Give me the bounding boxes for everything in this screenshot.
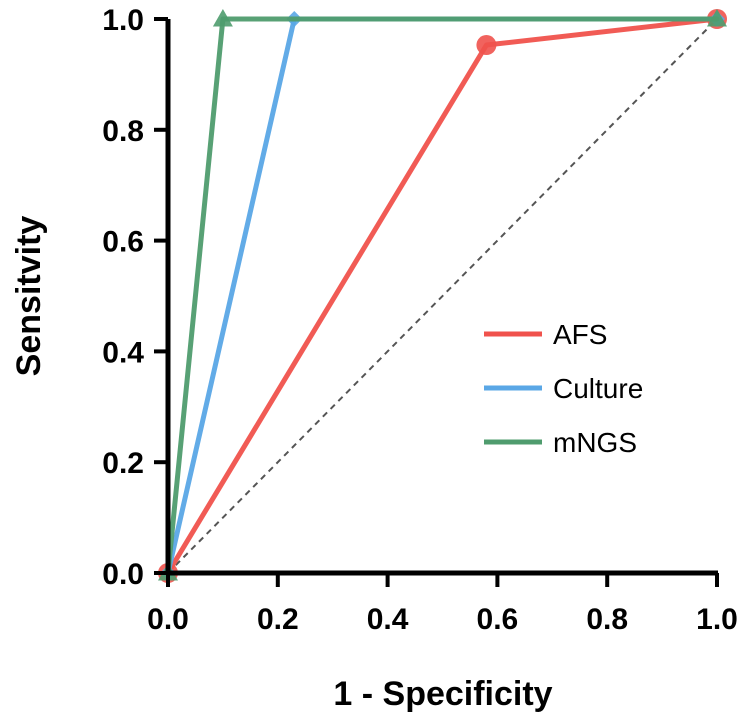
x-tick-label-1: 0.2 [257,603,299,636]
legend-label-afs: AFS [553,319,607,350]
y-tick-label-0: 0.0 [102,558,144,591]
y-tick-label-5: 1.0 [102,4,144,37]
y-tick-label-1: 0.2 [102,447,144,480]
reference-diagonal-line [167,18,718,574]
series-layer [158,9,727,583]
axes-layer [165,19,718,576]
x-tick-label-4: 0.8 [586,603,628,636]
y-axis-title: Sensitvity [10,216,48,377]
y-tick-label-4: 0.8 [102,115,144,148]
marker-afs-1 [476,35,497,56]
reference-line-layer [167,18,718,574]
y-tick-label-2: 0.4 [102,336,144,369]
y-tick-label-3: 0.6 [102,226,144,259]
legend-label-culture: Culture [553,373,643,404]
x-tick-label-5: 1.0 [696,603,738,636]
tick-layer: 0.0 0.2 0.4 0.6 0.8 1.0 0.0 0.2 0.4 0.6 0.8 1.0 [102,4,738,636]
legend-label-mngs: mNGS [553,427,637,458]
x-tick-label-3: 0.6 [477,603,519,636]
marker-mngs-2 [707,9,727,27]
legend: AFS Culture mNGS [484,319,643,458]
x-tick-label-2: 0.4 [367,603,409,636]
marker-mngs-1 [212,9,233,27]
x-tick-label-0: 0.0 [147,603,189,636]
x-axis-title: 1 - Specificity [333,675,552,713]
